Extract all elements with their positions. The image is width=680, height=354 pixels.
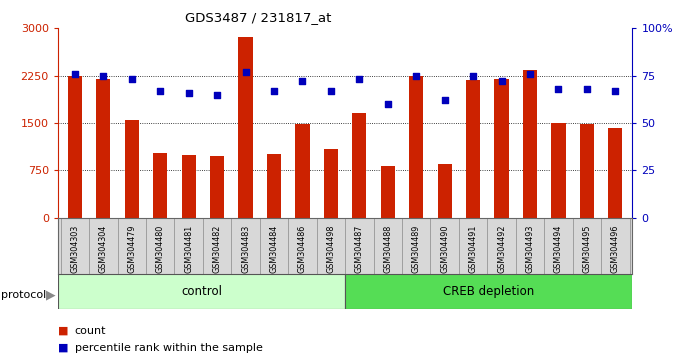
Bar	[210, 156, 224, 218]
Text: GSM304492: GSM304492	[497, 224, 506, 273]
Text: GSM304498: GSM304498	[326, 224, 335, 273]
Text: protocol: protocol	[1, 290, 47, 299]
Bar	[608, 128, 622, 218]
Bar	[124, 120, 139, 218]
Point	[98, 73, 109, 79]
Bar	[381, 166, 395, 218]
Point	[524, 71, 535, 76]
Bar	[96, 79, 110, 218]
Point	[468, 73, 479, 79]
Text: GSM304490: GSM304490	[440, 224, 449, 273]
Text: control: control	[181, 285, 222, 298]
Bar	[409, 76, 424, 218]
Bar	[182, 155, 196, 218]
Text: GSM304489: GSM304489	[411, 224, 421, 273]
Point	[439, 97, 450, 103]
Text: GSM304491: GSM304491	[469, 224, 477, 273]
Text: GSM304480: GSM304480	[156, 224, 165, 273]
Point	[69, 71, 80, 76]
Point	[553, 86, 564, 92]
Text: GSM304496: GSM304496	[611, 224, 620, 273]
Point	[411, 73, 422, 79]
Point	[155, 88, 166, 94]
Point	[297, 79, 308, 84]
Bar	[68, 76, 82, 218]
Bar	[324, 149, 338, 218]
Bar	[295, 124, 309, 218]
Bar	[523, 70, 537, 218]
Point	[326, 88, 337, 94]
Bar	[494, 79, 509, 218]
Bar	[466, 80, 480, 218]
Bar	[267, 154, 281, 218]
Text: CREB depletion: CREB depletion	[443, 285, 534, 298]
Text: GSM304479: GSM304479	[127, 224, 136, 273]
Text: GSM304303: GSM304303	[70, 224, 80, 273]
Text: GSM304481: GSM304481	[184, 224, 193, 273]
Text: ■: ■	[58, 326, 68, 336]
Text: GDS3487 / 231817_at: GDS3487 / 231817_at	[185, 11, 332, 24]
Text: percentile rank within the sample: percentile rank within the sample	[75, 343, 262, 353]
Text: GSM304493: GSM304493	[526, 224, 534, 273]
Point	[240, 69, 251, 75]
Bar	[580, 124, 594, 218]
Text: ▶: ▶	[46, 288, 56, 301]
Text: ■: ■	[58, 343, 68, 353]
Point	[496, 79, 507, 84]
Point	[269, 88, 279, 94]
Bar	[153, 153, 167, 218]
Bar	[437, 164, 452, 218]
Bar	[58, 274, 345, 309]
Text: GSM304482: GSM304482	[213, 224, 222, 273]
Text: GSM304304: GSM304304	[99, 224, 108, 273]
Point	[126, 76, 137, 82]
Text: GSM304487: GSM304487	[355, 224, 364, 273]
Point	[382, 101, 393, 107]
Text: GSM304488: GSM304488	[384, 224, 392, 273]
Bar	[551, 123, 566, 218]
Text: GSM304494: GSM304494	[554, 224, 563, 273]
Text: GSM304486: GSM304486	[298, 224, 307, 273]
Bar	[352, 113, 367, 218]
Point	[581, 86, 592, 92]
Text: GSM304483: GSM304483	[241, 224, 250, 273]
Point	[183, 90, 194, 96]
Bar	[345, 274, 632, 309]
Text: GSM304484: GSM304484	[269, 224, 279, 273]
Point	[211, 92, 222, 97]
Point	[354, 76, 364, 82]
Bar	[239, 36, 253, 218]
Point	[610, 88, 621, 94]
Text: count: count	[75, 326, 106, 336]
Text: GSM304495: GSM304495	[582, 224, 592, 273]
